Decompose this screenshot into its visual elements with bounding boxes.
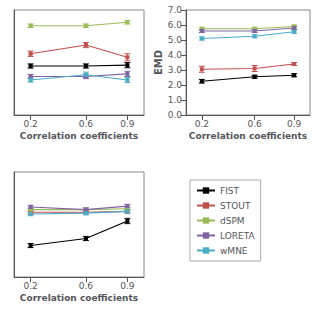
svg-text:3.0: 3.0 xyxy=(168,65,183,75)
svg-text:wMNE: wMNE xyxy=(220,246,248,256)
svg-text:0.2: 0.2 xyxy=(23,281,37,291)
svg-text:dSPM: dSPM xyxy=(220,216,245,226)
svg-text:5.0: 5.0 xyxy=(168,35,183,45)
svg-text:4.0: 4.0 xyxy=(168,50,183,60)
svg-text:LORETA: LORETA xyxy=(220,231,256,241)
svg-text:Correlation coefficients: Correlation coefficients xyxy=(189,131,307,141)
svg-text:0.2: 0.2 xyxy=(195,119,209,129)
svg-text:STOUT: STOUT xyxy=(220,201,251,211)
svg-text:0.6: 0.6 xyxy=(79,119,94,129)
svg-text:2.0: 2.0 xyxy=(168,80,183,90)
svg-text:0.9: 0.9 xyxy=(120,119,135,129)
svg-text:0.9: 0.9 xyxy=(120,281,135,291)
svg-text:0.2: 0.2 xyxy=(23,119,37,129)
svg-text:6.0: 6.0 xyxy=(168,20,183,30)
svg-text:1.0: 1.0 xyxy=(168,95,183,105)
svg-text:Correlation coefficients: Correlation coefficients xyxy=(20,131,138,141)
svg-text:0.6: 0.6 xyxy=(79,281,94,291)
svg-text:0.6: 0.6 xyxy=(247,119,262,129)
svg-text:7.0: 7.0 xyxy=(168,5,183,15)
svg-text:FIST: FIST xyxy=(220,186,240,196)
svg-text:0.0: 0.0 xyxy=(168,110,183,120)
svg-text:EMD: EMD xyxy=(153,50,164,75)
svg-text:Correlation coefficients: Correlation coefficients xyxy=(20,293,138,303)
svg-text:0.9: 0.9 xyxy=(287,119,302,129)
